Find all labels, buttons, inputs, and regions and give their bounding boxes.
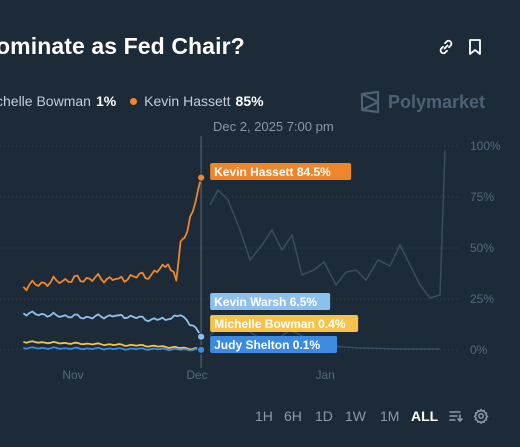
legend-label-bowman: chelle Bowman	[0, 93, 91, 109]
y-tick-label: 75%	[470, 190, 494, 204]
page-title: ominate as Fed Chair?	[0, 33, 245, 59]
chart-legend: chelle Bowman 1% Kevin Hassett 85%	[0, 93, 278, 109]
x-tick-label: Nov	[62, 368, 83, 382]
timeframe-1d[interactable]: 1D	[315, 408, 333, 424]
series-line	[23, 346, 202, 352]
legend-pct-bowman: 1%	[95, 93, 117, 109]
x-tick-label: Jan	[315, 368, 334, 382]
legend-label-hassett: Kevin Hassett	[144, 93, 231, 109]
series-label-text: Judy Shelton 0.1%	[214, 338, 320, 352]
price-chart[interactable]: 100% 75% 50% 25% 0% Nov Dec Jan Kevin Hassett 84…	[0, 0, 520, 400]
legend-dot-hassett	[130, 97, 138, 105]
future-trend-line	[209, 149, 446, 299]
gear-icon[interactable]	[473, 408, 489, 424]
series-end-dot	[197, 345, 206, 354]
timeframe-1w[interactable]: 1W	[345, 408, 366, 424]
series-label-text: Kevin Warsh 6.5%	[214, 295, 317, 309]
timeframe-1h[interactable]: 1H	[255, 408, 273, 424]
legend-pct-hassett: 85%	[235, 93, 264, 109]
y-tick-label: 100%	[470, 139, 501, 153]
bookmark-icon[interactable]	[464, 36, 486, 58]
y-tick-label: 25%	[470, 292, 494, 306]
series-line	[22, 177, 202, 292]
series-end-dot	[197, 332, 206, 341]
series-label-box	[210, 163, 352, 180]
y-tick-label: 0%	[470, 343, 488, 357]
timeframe-all[interactable]: ALL	[411, 408, 439, 424]
series-label-box	[210, 336, 338, 353]
brand-name: Polymarket	[388, 91, 486, 112]
series-label-box	[210, 315, 359, 332]
series-label-text: Kevin Hassett 84.5%	[214, 165, 331, 179]
series-label-text: Michelle Bowman 0.4%	[214, 317, 346, 331]
polymarket-logo-icon	[360, 91, 380, 113]
series-label-box	[210, 293, 331, 310]
x-tick-label: Dec	[186, 368, 207, 382]
link-icon[interactable]	[435, 36, 457, 58]
hover-date: Dec 2, 2025 7:00 pm	[213, 119, 334, 134]
filter-lines-icon[interactable]	[448, 408, 464, 424]
timeframe-6h[interactable]: 6H	[284, 408, 302, 424]
y-tick-label: 50%	[470, 241, 494, 255]
series-line	[22, 310, 202, 338]
series-end-dot	[197, 173, 206, 182]
polymarket-brand: Polymarket	[360, 91, 485, 113]
series-line	[23, 340, 202, 351]
timeframe-1m[interactable]: 1M	[380, 408, 400, 424]
